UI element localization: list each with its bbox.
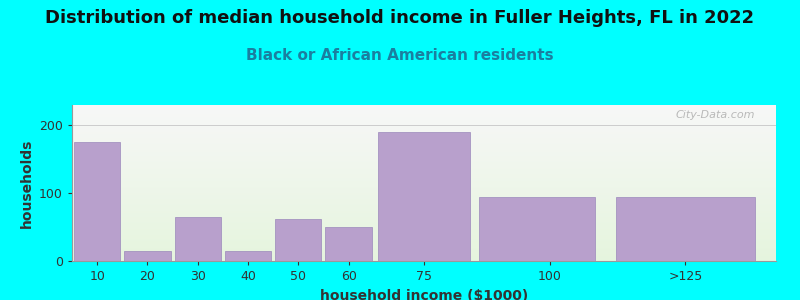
Bar: [225, 251, 271, 261]
Bar: [479, 196, 595, 261]
Bar: [326, 227, 372, 261]
Bar: [378, 132, 470, 261]
Bar: [74, 142, 120, 261]
Bar: [616, 196, 755, 261]
Bar: [275, 219, 322, 261]
Text: Distribution of median household income in Fuller Heights, FL in 2022: Distribution of median household income …: [46, 9, 754, 27]
Text: City-Data.com: City-Data.com: [675, 110, 755, 120]
Y-axis label: households: households: [19, 138, 34, 228]
Bar: [174, 217, 221, 261]
Bar: [124, 251, 170, 261]
X-axis label: household income ($1000): household income ($1000): [320, 289, 528, 300]
Text: Black or African American residents: Black or African American residents: [246, 48, 554, 63]
